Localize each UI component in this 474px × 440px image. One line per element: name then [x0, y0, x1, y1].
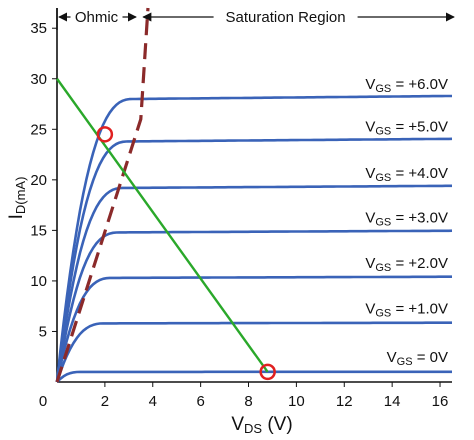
series-label-main: V — [365, 255, 375, 272]
load-line-group — [56, 78, 269, 373]
series-label-value: = +5.0V — [391, 118, 448, 135]
series-label-value: = +3.0V — [391, 209, 448, 226]
x-tick-label: 12 — [336, 393, 353, 410]
y-tick-label: 10 — [30, 273, 47, 290]
x-tick-label: 4 — [149, 393, 157, 410]
series-label: VGS = +2.0V — [365, 255, 448, 274]
operating-point-marker — [96, 126, 114, 143]
y-axis-title: ID(mA) — [6, 177, 28, 220]
series-label: VGS = +3.0V — [365, 209, 448, 228]
x-axis-title-unit: (V) — [262, 414, 293, 435]
y-tick-label: 20 — [30, 172, 47, 189]
ohmic-label-background — [70, 6, 123, 26]
saturation-label-background — [213, 6, 358, 26]
pinch-off-line — [55, 7, 150, 383]
curve-line — [55, 137, 453, 383]
ohmic-region-label: Ohmic — [75, 9, 119, 26]
curve-line — [55, 184, 452, 383]
characteristic-curves — [55, 94, 453, 383]
series-label-sub: GS — [375, 262, 391, 274]
curve-line — [55, 321, 452, 383]
y-tick-label: 15 — [30, 222, 47, 239]
series-label: VGS = +5.0V — [365, 118, 448, 137]
series-label-value: = +2.0V — [391, 255, 448, 272]
load-line — [56, 78, 269, 373]
series-label: VGS = 0V — [387, 349, 448, 368]
x-tick-label: 2 — [101, 393, 109, 410]
series-label-value: = +1.0V — [391, 300, 448, 317]
curve-line — [56, 370, 452, 383]
curve-line — [55, 275, 452, 383]
x-axis-title: VDS (V) — [231, 414, 292, 436]
curve-line — [55, 94, 452, 383]
x-tick-label: 6 — [196, 393, 204, 410]
series-label-sub: GS — [375, 307, 391, 319]
series-label: VGS = +6.0V — [365, 76, 448, 95]
series-label-value: = +4.0V — [391, 165, 448, 182]
series-label: VGS = +1.0V — [365, 300, 448, 319]
x-tick-label: 8 — [244, 393, 252, 410]
saturation-region-label: Saturation Region — [226, 9, 346, 26]
pinch-off-locus — [55, 7, 150, 383]
region-annotations: Ohmic Saturation Region — [56, 6, 455, 30]
series-label-sub: GS — [375, 83, 391, 95]
series-label-main: V — [387, 349, 397, 366]
y-axis-title-main: I — [6, 214, 27, 219]
series-label: VGS = +4.0V — [365, 165, 448, 184]
series-label-main: V — [365, 76, 375, 93]
axes — [56, 8, 452, 383]
operating-point-marker — [259, 363, 276, 381]
x-axis-title-main: V — [231, 414, 244, 435]
series-label-main: V — [365, 165, 375, 182]
tick-labels: 0 2 4 6 8 10 12 14 16 5 10 15 20 25 30 35 — [30, 20, 448, 410]
curve-line — [55, 229, 453, 383]
operating-points — [96, 126, 276, 381]
y-tick-label: 30 — [30, 71, 47, 88]
series-label-main: V — [365, 209, 375, 226]
series-label-main: V — [365, 118, 375, 135]
series-label-value: = 0V — [413, 349, 448, 366]
series-label-sub: GS — [375, 172, 391, 184]
x-tick-label: 16 — [432, 393, 449, 410]
series-label-sub: GS — [375, 125, 391, 137]
y-tick-label: 25 — [30, 121, 47, 138]
y-axis-title-sub: D(mA) — [13, 177, 28, 215]
x-tick-label: 10 — [288, 393, 305, 410]
x-axis-title-sub: DS — [244, 421, 262, 436]
series-label-sub: GS — [375, 216, 391, 228]
series-label-value: = +6.0V — [391, 76, 448, 93]
x-tick-label: 0 — [39, 393, 47, 410]
y-tick-label: 5 — [39, 323, 47, 340]
series-label-main: V — [365, 300, 375, 317]
x-tick-label: 14 — [384, 393, 401, 410]
series-label-sub: GS — [397, 356, 413, 368]
y-tick-label: 35 — [30, 20, 47, 37]
